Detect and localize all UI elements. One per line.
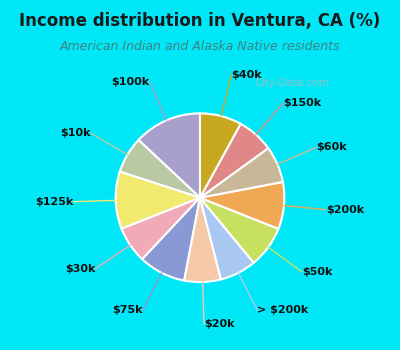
Text: $60k: $60k xyxy=(316,142,347,153)
Text: City-Data.com: City-Data.com xyxy=(254,78,329,88)
Wedge shape xyxy=(142,198,200,281)
Text: $200k: $200k xyxy=(326,205,364,215)
Text: $10k: $10k xyxy=(61,128,91,138)
Text: $50k: $50k xyxy=(302,267,333,277)
Wedge shape xyxy=(200,148,283,198)
Wedge shape xyxy=(200,198,278,263)
Text: $30k: $30k xyxy=(65,264,95,274)
Text: $40k: $40k xyxy=(232,70,262,80)
Wedge shape xyxy=(122,198,200,259)
Wedge shape xyxy=(138,113,200,198)
Text: $125k: $125k xyxy=(35,197,74,207)
Wedge shape xyxy=(184,198,221,282)
Text: Income distribution in Ventura, CA (%): Income distribution in Ventura, CA (%) xyxy=(19,12,381,30)
Text: American Indian and Alaska Native residents: American Indian and Alaska Native reside… xyxy=(60,40,340,53)
Text: $150k: $150k xyxy=(284,98,322,108)
Wedge shape xyxy=(200,124,268,198)
Wedge shape xyxy=(200,182,284,229)
Text: $75k: $75k xyxy=(112,306,142,315)
Wedge shape xyxy=(116,172,200,229)
Wedge shape xyxy=(200,198,254,279)
Text: > $200k: > $200k xyxy=(258,306,309,315)
Wedge shape xyxy=(120,140,200,198)
Wedge shape xyxy=(200,113,241,198)
Text: $20k: $20k xyxy=(204,319,234,329)
Text: $100k: $100k xyxy=(112,77,150,86)
